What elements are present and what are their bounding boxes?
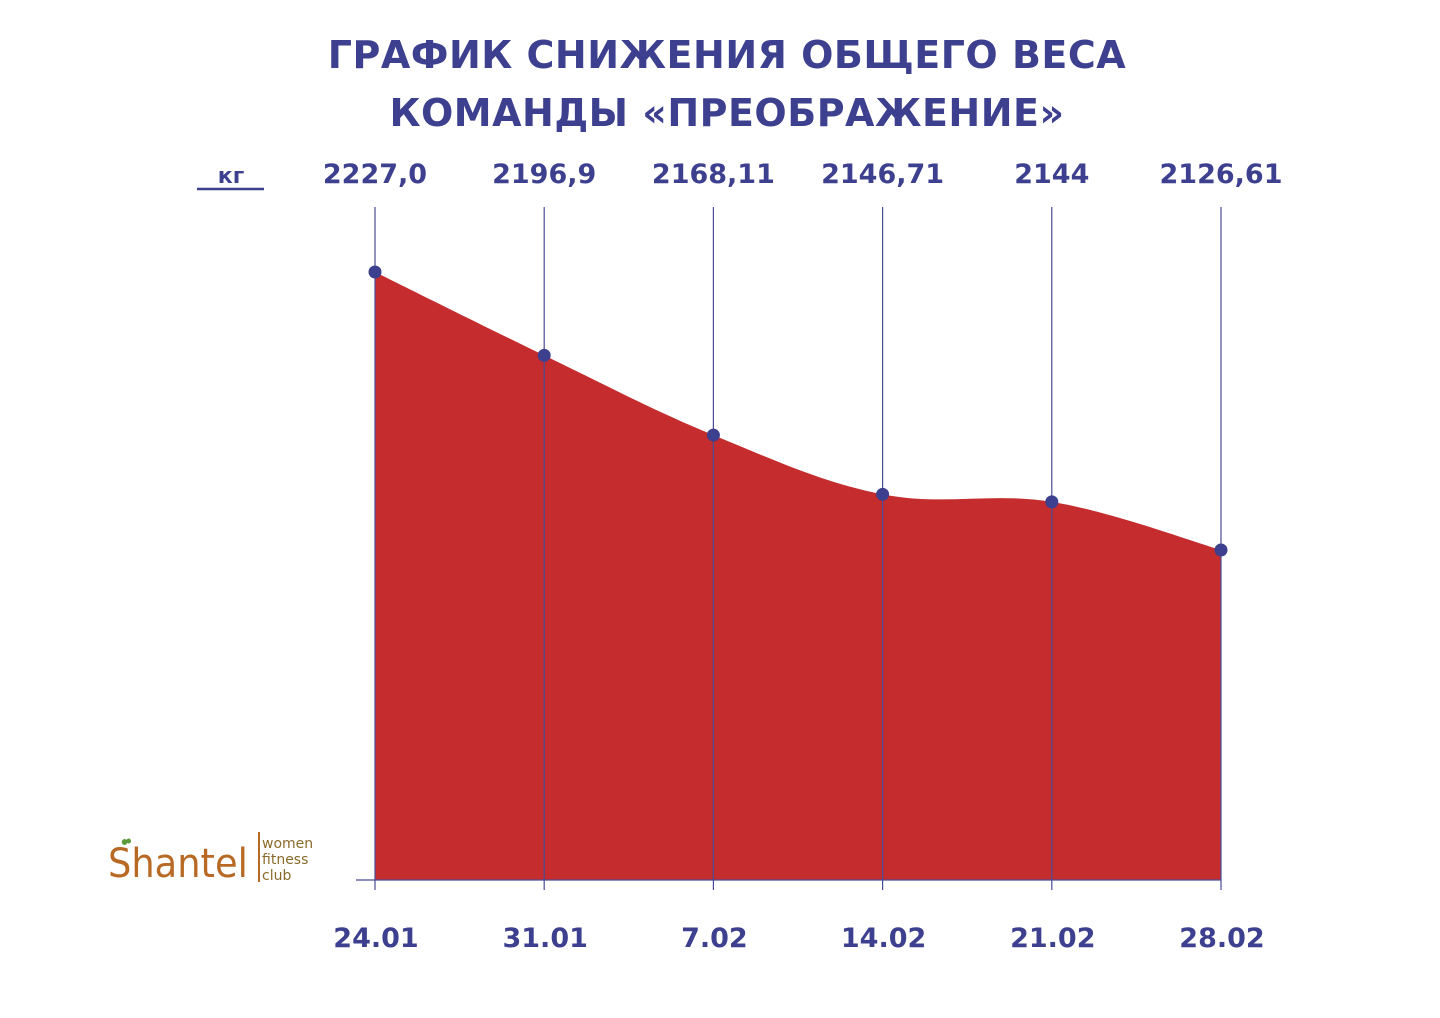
data-point-5 bbox=[1045, 495, 1059, 509]
x-tick-label-6: 28.02 bbox=[1179, 923, 1264, 954]
x-tick-label-4: 14.02 bbox=[841, 923, 926, 954]
data-point-3 bbox=[706, 428, 720, 442]
logo: Shantel women fitness club bbox=[108, 826, 313, 886]
data-point-2 bbox=[537, 348, 551, 362]
x-tick-label-3: 7.02 bbox=[681, 923, 748, 954]
logo-name-text: Shantel bbox=[108, 841, 248, 887]
title-line-1: ГРАФИК СНИЖЕНИЯ ОБЩЕГО ВЕСА bbox=[327, 33, 1127, 77]
data-point-4 bbox=[876, 487, 890, 501]
logo-name: Shantel bbox=[108, 838, 248, 887]
logo-tagline: women fitness club bbox=[262, 836, 313, 884]
logo-tag-line-2: fitness bbox=[262, 852, 309, 868]
logo-tag-line-3: club bbox=[262, 868, 292, 884]
x-tick-label-5: 21.02 bbox=[1010, 923, 1095, 954]
data-point-6 bbox=[1214, 543, 1228, 557]
x-tick-label-2: 31.01 bbox=[502, 923, 587, 954]
logo-divider bbox=[258, 832, 261, 882]
unit-label: кг bbox=[218, 164, 244, 189]
value-label-2: 2196,9 bbox=[492, 159, 596, 190]
value-label-6: 2126,61 bbox=[1160, 159, 1283, 190]
data-point-1 bbox=[368, 265, 382, 279]
logo-tag-line-1: women bbox=[262, 836, 314, 852]
leaf-icon bbox=[121, 838, 131, 845]
area-fill bbox=[375, 272, 1221, 880]
chart-title: ГРАФИК СНИЖЕНИЯ ОБЩЕГО ВЕСА КОМАНДЫ «ПРЕ… bbox=[0, 26, 1440, 142]
value-label-5: 2144 bbox=[1014, 159, 1089, 190]
value-label-4: 2146,71 bbox=[821, 159, 944, 190]
title-line-2: КОМАНДЫ «ПРЕОБРАЖЕНИЕ» bbox=[389, 91, 1065, 135]
x-tick-label-1: 24.01 bbox=[333, 923, 418, 954]
value-label-3: 2168,11 bbox=[652, 159, 775, 190]
value-label-1: 2227,0 bbox=[323, 159, 427, 190]
